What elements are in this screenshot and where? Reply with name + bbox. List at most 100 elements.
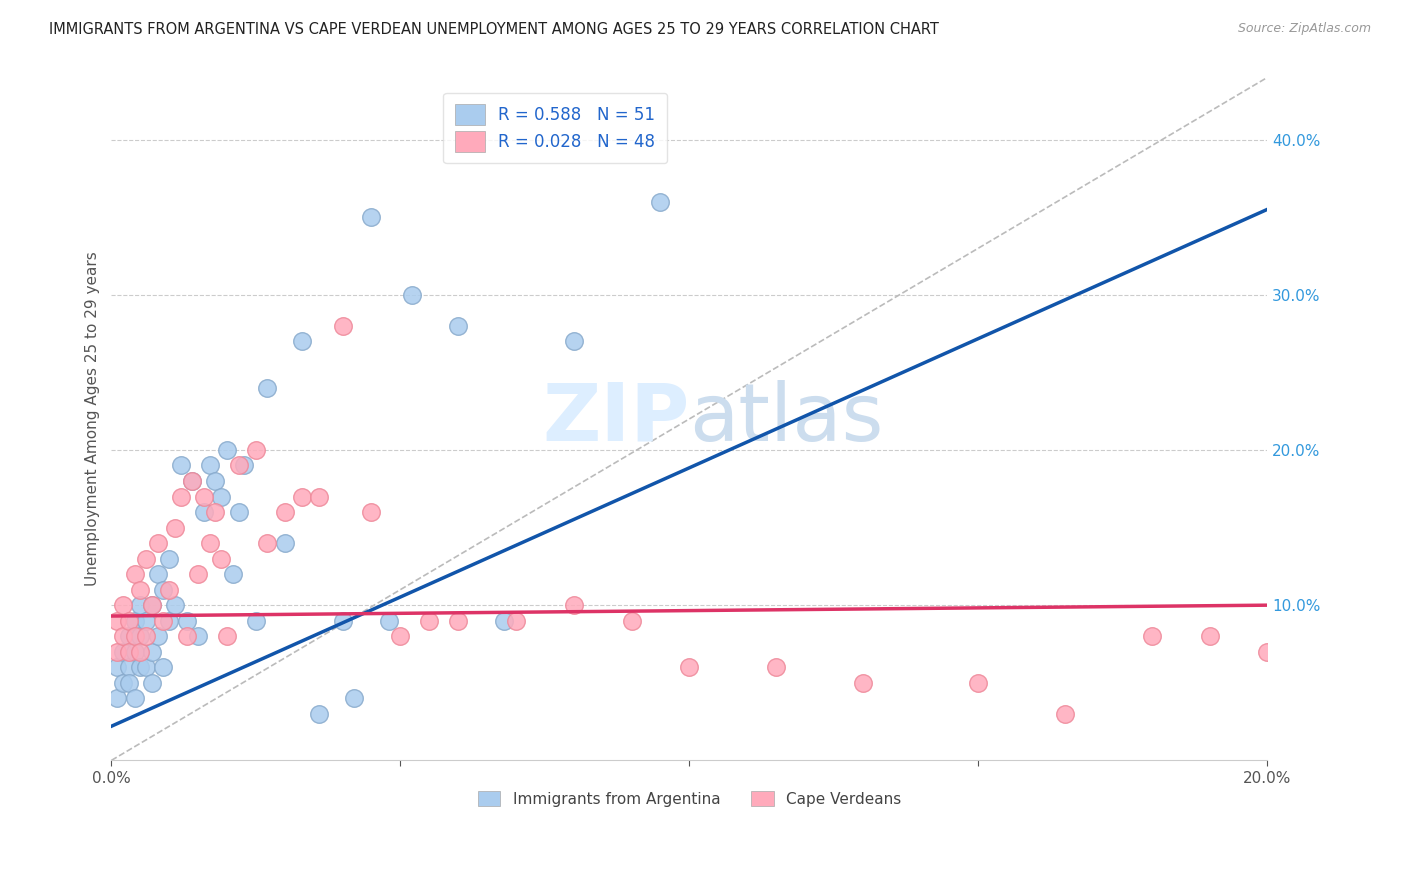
- Point: [204, 505, 226, 519]
- Point: [135, 660, 157, 674]
- Point: [141, 598, 163, 612]
- Text: atlas: atlas: [689, 380, 884, 458]
- Point: [360, 505, 382, 519]
- Point: [152, 582, 174, 597]
- Point: [198, 458, 221, 473]
- Point: [111, 629, 134, 643]
- Point: [157, 582, 180, 597]
- Point: [129, 660, 152, 674]
- Point: [274, 536, 297, 550]
- Point: [129, 598, 152, 612]
- Point: [447, 614, 470, 628]
- Point: [209, 551, 232, 566]
- Point: [111, 675, 134, 690]
- Point: [141, 675, 163, 690]
- Point: [124, 691, 146, 706]
- Point: [135, 614, 157, 628]
- Text: Source: ZipAtlas.com: Source: ZipAtlas.com: [1237, 22, 1371, 36]
- Point: [141, 645, 163, 659]
- Point: [650, 194, 672, 209]
- Point: [245, 442, 267, 457]
- Point: [204, 474, 226, 488]
- Point: [308, 706, 330, 721]
- Point: [129, 629, 152, 643]
- Point: [209, 490, 232, 504]
- Point: [187, 629, 209, 643]
- Point: [124, 629, 146, 643]
- Point: [401, 287, 423, 301]
- Legend: Immigrants from Argentina, Cape Verdeans: Immigrants from Argentina, Cape Verdeans: [470, 783, 908, 814]
- Point: [360, 210, 382, 224]
- Point: [105, 691, 128, 706]
- Point: [389, 629, 412, 643]
- Point: [291, 334, 314, 349]
- Point: [135, 629, 157, 643]
- Point: [187, 567, 209, 582]
- Point: [1140, 629, 1163, 643]
- Point: [215, 629, 238, 643]
- Point: [176, 629, 198, 643]
- Point: [291, 490, 314, 504]
- Point: [124, 614, 146, 628]
- Point: [198, 536, 221, 550]
- Point: [146, 536, 169, 550]
- Point: [1256, 645, 1278, 659]
- Point: [141, 598, 163, 612]
- Point: [163, 598, 186, 612]
- Point: [181, 474, 204, 488]
- Point: [124, 645, 146, 659]
- Point: [111, 645, 134, 659]
- Point: [193, 505, 215, 519]
- Point: [135, 551, 157, 566]
- Point: [494, 614, 516, 628]
- Point: [118, 645, 141, 659]
- Point: [181, 474, 204, 488]
- Point: [505, 614, 527, 628]
- Point: [118, 660, 141, 674]
- Point: [378, 614, 401, 628]
- Point: [105, 660, 128, 674]
- Point: [170, 490, 193, 504]
- Point: [193, 490, 215, 504]
- Point: [228, 505, 250, 519]
- Point: [418, 614, 440, 628]
- Point: [1054, 706, 1077, 721]
- Point: [163, 520, 186, 534]
- Point: [343, 691, 366, 706]
- Point: [129, 582, 152, 597]
- Point: [152, 660, 174, 674]
- Point: [129, 645, 152, 659]
- Point: [256, 536, 278, 550]
- Point: [678, 660, 700, 674]
- Point: [176, 614, 198, 628]
- Point: [332, 614, 354, 628]
- Point: [562, 598, 585, 612]
- Point: [111, 598, 134, 612]
- Point: [852, 675, 875, 690]
- Point: [146, 567, 169, 582]
- Point: [124, 567, 146, 582]
- Point: [765, 660, 787, 674]
- Point: [620, 614, 643, 628]
- Point: [233, 458, 256, 473]
- Point: [228, 458, 250, 473]
- Point: [157, 614, 180, 628]
- Point: [146, 629, 169, 643]
- Point: [215, 442, 238, 457]
- Point: [308, 490, 330, 504]
- Point: [562, 334, 585, 349]
- Text: IMMIGRANTS FROM ARGENTINA VS CAPE VERDEAN UNEMPLOYMENT AMONG AGES 25 TO 29 YEARS: IMMIGRANTS FROM ARGENTINA VS CAPE VERDEA…: [49, 22, 939, 37]
- Text: ZIP: ZIP: [543, 380, 689, 458]
- Point: [118, 629, 141, 643]
- Point: [105, 645, 128, 659]
- Point: [332, 318, 354, 333]
- Point: [157, 551, 180, 566]
- Point: [118, 614, 141, 628]
- Point: [105, 614, 128, 628]
- Y-axis label: Unemployment Among Ages 25 to 29 years: Unemployment Among Ages 25 to 29 years: [86, 252, 100, 586]
- Point: [152, 614, 174, 628]
- Point: [256, 381, 278, 395]
- Point: [222, 567, 245, 582]
- Point: [274, 505, 297, 519]
- Point: [967, 675, 990, 690]
